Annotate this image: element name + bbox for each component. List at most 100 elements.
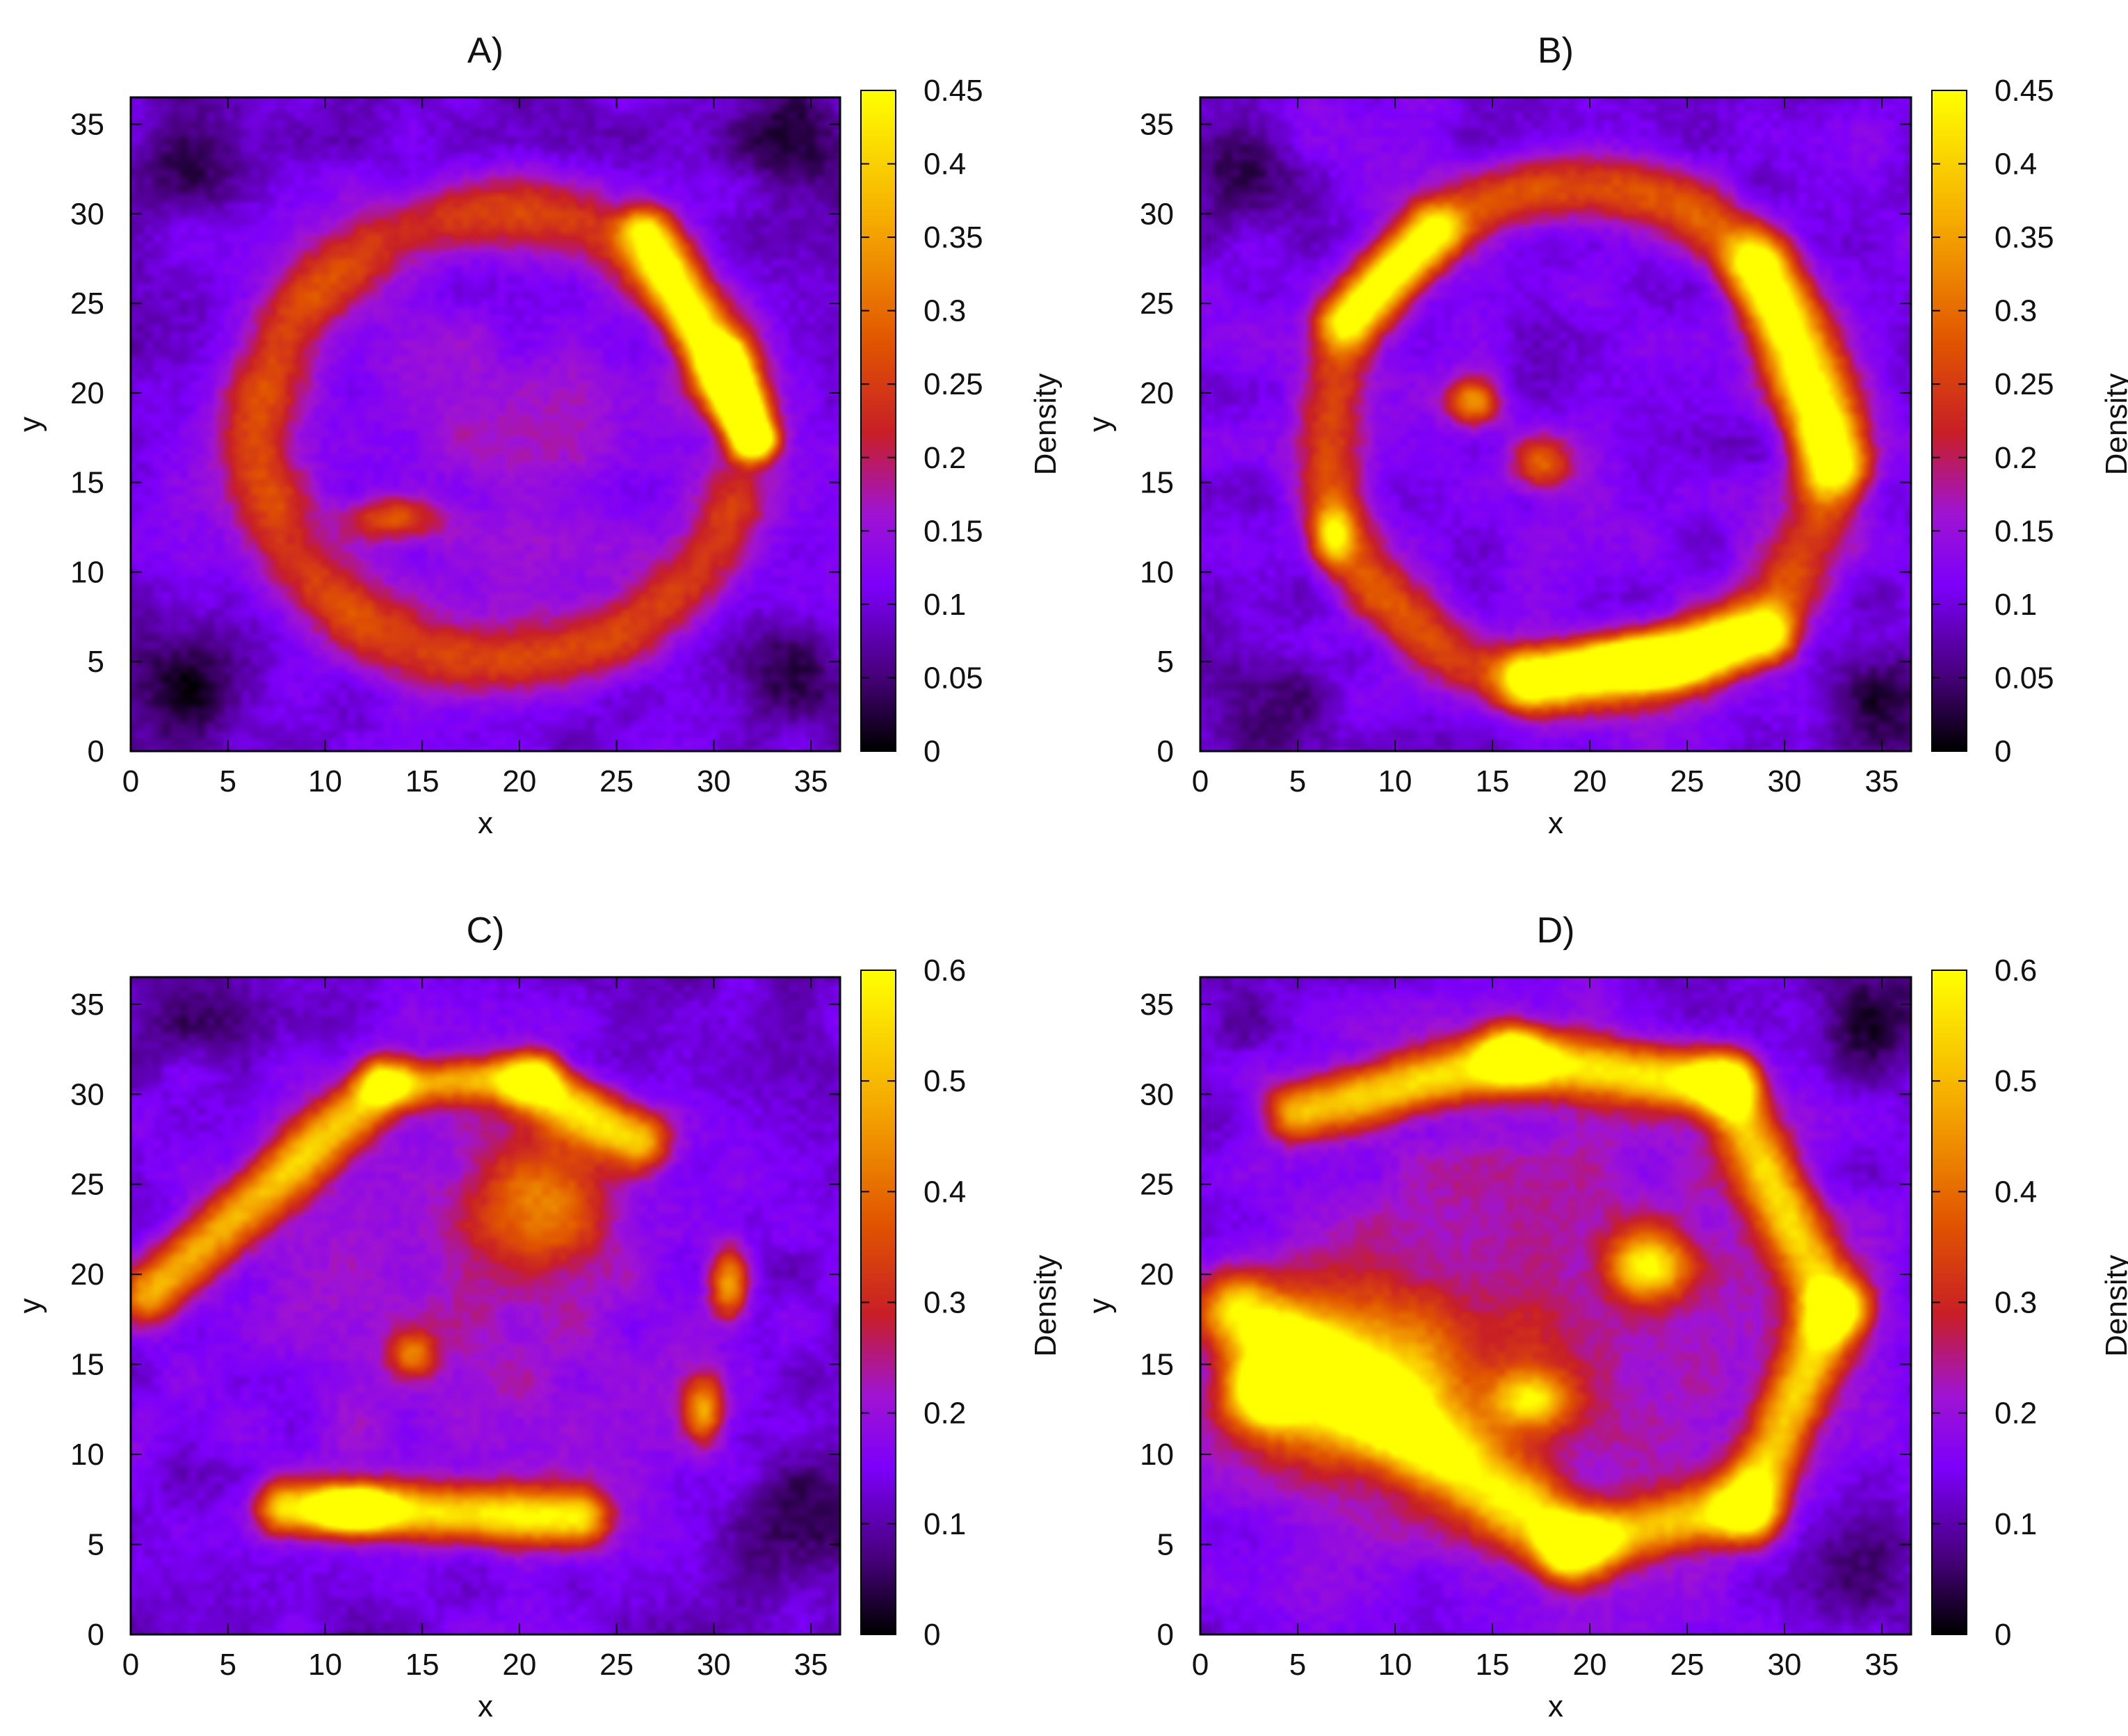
x-tick-label: 20 [502, 1648, 536, 1682]
y-tick-label: 30 [70, 197, 104, 231]
x-tick-label: 15 [405, 1648, 440, 1682]
colorbar-label: Density [1029, 1255, 1063, 1357]
y-axis-label: y [13, 1299, 47, 1314]
colorbar-frame [1931, 90, 1967, 752]
plot-frame [1199, 976, 1912, 1636]
x-tick-label: 5 [219, 764, 236, 798]
colorbar-tick-label: 0.6 [924, 954, 966, 988]
y-tick-label: 15 [70, 1348, 104, 1382]
colorbar-tick-label: 0.3 [924, 1286, 966, 1320]
colorbar-tick-label: 0 [1994, 1618, 2011, 1652]
y-tick-label: 15 [70, 466, 104, 500]
x-tick-label: 20 [1573, 1648, 1607, 1682]
colorbar-tick-label: 0 [924, 734, 940, 769]
y-tick-label: 35 [1140, 108, 1174, 142]
panel-a: 0 5 10 15 20 25 30 35 0 5 10 15 20 25 30 35 A) x y 0 0.05 0.1… [13, 31, 1063, 840]
x-tick-label: 5 [219, 1648, 236, 1682]
heatmap-b [1200, 97, 1911, 751]
x-axis-label: x [478, 806, 493, 840]
y-tick-label: 10 [1140, 1438, 1174, 1472]
colorbar-tick-label: 0.35 [1994, 220, 2054, 255]
x-tick-label: 15 [1476, 764, 1510, 798]
x-tick-label: 5 [1289, 764, 1306, 798]
colorbar-tick-label: 0 [924, 1618, 940, 1652]
colorbar-gradient [1932, 90, 1967, 751]
panel-c: 0 5 10 15 20 25 30 35 0 5 10 15 20 25 30 35 C) x y 0 0.1 0.2 0… [13, 910, 1063, 1723]
x-axis-label: x [478, 1689, 493, 1723]
y-tick-label: 0 [88, 1618, 104, 1652]
x-tick-label: 25 [1670, 764, 1704, 798]
panel-title: A) [467, 31, 503, 71]
colorbar-tick-label: 0.45 [924, 74, 983, 108]
x-tick-label: 10 [1378, 1648, 1412, 1682]
y-tick-label: 25 [1140, 287, 1174, 321]
x-tick-label: 30 [1768, 1648, 1802, 1682]
y-tick-label: 20 [70, 1257, 104, 1292]
y-axis-label: y [1083, 417, 1117, 432]
y-tick-label: 35 [1140, 988, 1174, 1022]
y-tick-label: 5 [88, 645, 104, 679]
x-tick-label: 10 [308, 1648, 342, 1682]
colorbar-tick-label: 0.1 [924, 1507, 966, 1541]
y-tick-label: 0 [1157, 734, 1174, 769]
colorbar-tick-label: 0.1 [1994, 588, 2037, 622]
x-tick-label: 35 [1865, 764, 1899, 798]
colorbar-frame [860, 90, 896, 752]
colorbar-tick-label: 0.1 [1994, 1507, 2037, 1541]
x-tick-label: 10 [308, 764, 342, 798]
y-tick-label: 10 [70, 1438, 104, 1472]
colorbar-tick-label: 0.5 [1994, 1064, 2037, 1098]
x-tick-label: 20 [1573, 764, 1607, 798]
x-tick-label: 30 [697, 1648, 731, 1682]
x-tick-label: 25 [1670, 1648, 1704, 1682]
colorbar-tick-label: 0.25 [1994, 367, 2054, 401]
y-tick-label: 5 [88, 1528, 104, 1562]
y-tick-label: 0 [88, 734, 104, 769]
colorbar-tick-label: 0.3 [1994, 294, 2037, 328]
x-tick-label: 0 [1192, 764, 1209, 798]
colorbar-tick-label: 0.2 [1994, 1397, 2037, 1431]
x-axis-label: x [1548, 1689, 1563, 1723]
y-tick-label: 5 [1157, 1528, 1174, 1562]
x-tick-label: 35 [794, 1648, 828, 1682]
x-tick-label: 5 [1289, 1648, 1306, 1682]
colorbar-tick-label: 0.25 [924, 367, 983, 401]
y-tick-label: 35 [70, 988, 104, 1022]
colorbar-tick-label: 0.05 [924, 661, 983, 695]
heatmap-d [1200, 977, 1911, 1634]
colorbar-tick-label: 0.05 [1994, 661, 2054, 695]
y-tick-label: 20 [1140, 1257, 1174, 1292]
y-tick-label: 25 [1140, 1168, 1174, 1202]
plot-frame [129, 96, 841, 753]
panel-title: B) [1538, 31, 1574, 71]
panel-d: 0 5 10 15 20 25 30 35 0 5 10 15 20 25 30 35 D) x y 0 0.1 0.2 0… [1083, 910, 2128, 1723]
y-axis-label: y [13, 417, 47, 432]
colorbar-tick-label: 0.3 [924, 294, 966, 328]
colorbar-label: Density [2099, 373, 2128, 476]
x-tick-label: 35 [794, 764, 828, 798]
colorbar-gradient [861, 90, 896, 751]
x-tick-label: 0 [122, 1648, 139, 1682]
y-tick-label: 25 [70, 1168, 104, 1202]
colorbar-tick-label: 0.4 [924, 147, 966, 182]
x-tick-label: 10 [1378, 764, 1412, 798]
colorbar-tick-label: 0.2 [924, 1397, 966, 1431]
plot-frame [1199, 96, 1912, 753]
colorbar-tick-label: 0.1 [924, 588, 966, 622]
colorbar-tick-label: 0.4 [1994, 147, 2037, 182]
x-tick-label: 0 [122, 764, 139, 798]
plot-frame [129, 976, 841, 1636]
y-tick-label: 0 [1157, 1618, 1174, 1652]
panel-b: 0 5 10 15 20 25 30 35 0 5 10 15 20 25 30 35 B) x y 0 0.05 0.1… [1083, 31, 2128, 840]
colorbar-tick-label: 0.2 [924, 441, 966, 475]
colorbar-tick-label: 0.4 [1994, 1175, 2037, 1209]
y-tick-label: 5 [1157, 645, 1174, 679]
colorbar-tick-label: 0.5 [924, 1064, 966, 1098]
x-tick-label: 25 [599, 1648, 634, 1682]
y-tick-label: 30 [1140, 1077, 1174, 1111]
x-tick-label: 0 [1192, 1648, 1209, 1682]
x-tick-label: 30 [697, 764, 731, 798]
colorbar-label: Density [1029, 373, 1063, 476]
colorbar-tick-label: 0.15 [924, 514, 983, 548]
